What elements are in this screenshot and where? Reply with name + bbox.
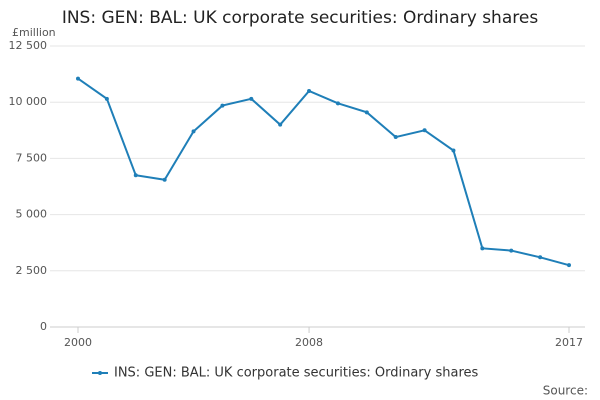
point <box>480 246 485 251</box>
x-tick-label: 2000 <box>64 336 92 349</box>
point <box>220 103 225 108</box>
source: Source: <box>543 384 588 398</box>
y-axis-label: £million <box>12 26 56 39</box>
y-tick-label: 7 500 <box>16 151 48 164</box>
point <box>162 177 167 182</box>
point <box>335 101 340 106</box>
point <box>393 135 398 140</box>
point <box>567 263 571 268</box>
x-tick-label: 2017 <box>555 336 583 349</box>
x-tick-label: 2008 <box>295 336 323 349</box>
point <box>307 88 312 93</box>
point <box>509 248 514 253</box>
chart-title: INS: GEN: BAL: UK corporate securities: … <box>62 8 539 28</box>
y-tick-label: 2 500 <box>16 264 48 277</box>
y-tick-label: 5 000 <box>16 208 48 221</box>
point <box>422 128 427 133</box>
point <box>364 110 369 115</box>
legend-label: INS: GEN: BAL: UK corporate securities: … <box>114 366 479 381</box>
point <box>133 173 138 178</box>
y-tick-label: 0 <box>40 320 47 333</box>
y-tick-label: 12 500 <box>9 39 48 52</box>
point <box>104 96 109 101</box>
point <box>278 122 283 127</box>
point <box>191 129 196 134</box>
y-tick-label: 10 000 <box>9 95 48 108</box>
point <box>76 76 80 81</box>
point <box>451 148 456 153</box>
line <box>77 77 570 267</box>
point <box>249 96 254 101</box>
legend-marker <box>98 371 102 375</box>
point <box>538 255 543 260</box>
